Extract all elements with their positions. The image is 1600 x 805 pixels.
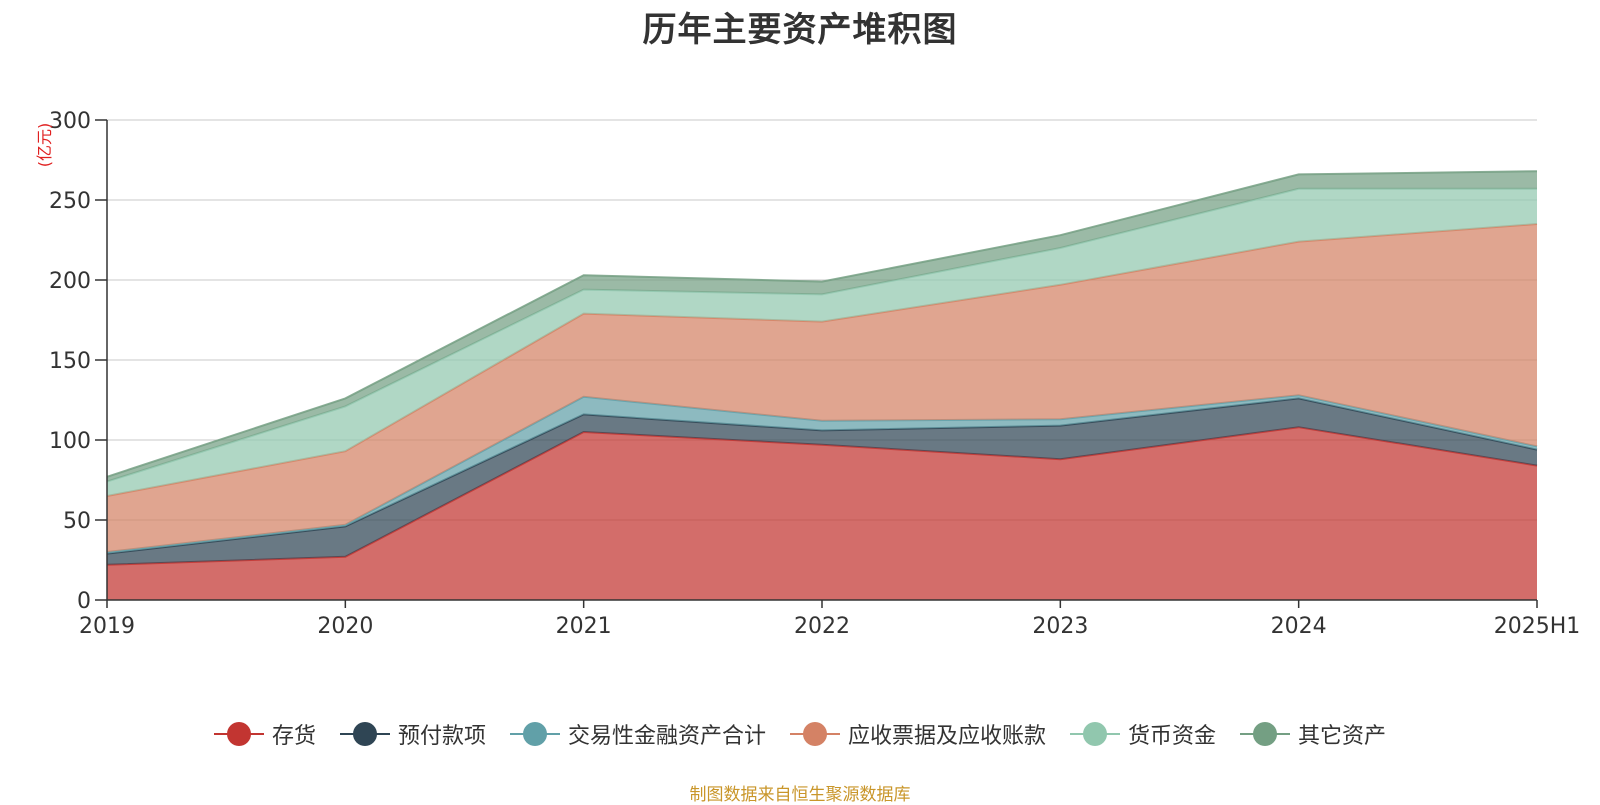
series-line-5 [106,170,1538,478]
legend-item-1[interactable]: 预付款项 [339,718,486,750]
y-tick-label: 150 [49,349,91,374]
series-area-4 [107,188,1537,497]
legend-label: 应收票据及应收账款 [848,724,1047,749]
x-tick-label: 2023 [1032,614,1088,639]
series-area-0 [107,427,1537,600]
x-tick-label: 2019 [79,614,135,639]
legend-label: 存货 [271,724,316,749]
legend-marker-icon [1240,722,1291,746]
y-tick-label: 250 [49,189,91,214]
legend-label: 货币资金 [1128,724,1217,749]
x-tick-label: 2021 [556,614,612,639]
legend-marker-icon [1070,722,1121,746]
data-source-note: 制图数据来自恒生聚源数据库 [689,785,911,805]
legend-marker-icon [213,722,264,746]
legend-label: 其它资产 [1298,724,1387,749]
y-tick-label: 300 [49,109,91,134]
series-area-2 [107,395,1537,554]
y-tick-label: 50 [63,509,91,534]
chart-legend: 存货 预付款项 交易性金融资产合计 应收票据及应收账款 货币资金 其它资产 [0,718,1600,750]
legend-item-5[interactable]: 其它资产 [1240,718,1386,750]
x-tick-label: 2020 [317,614,373,639]
x-tick-label: 2025H1 [1494,614,1581,639]
legend-item-3[interactable]: 应收票据及应收账款 [790,718,1046,750]
legend-item-0[interactable]: 存货 [213,718,316,750]
y-tick-label: 100 [49,429,91,454]
legend-label: 交易性金融资产合计 [567,724,766,749]
series-area-1 [107,398,1537,565]
legend-item-4[interactable]: 货币资金 [1070,718,1216,750]
legend-marker-icon [509,722,560,746]
legend-marker-icon [790,722,840,746]
x-tick-label: 2024 [1271,614,1327,639]
legend-marker-icon [339,722,390,746]
series-area-3 [107,224,1537,552]
legend-label: 预付款项 [397,724,486,749]
legend-item-2[interactable]: 交易性金融资产合计 [509,718,766,750]
y-tick-label: 200 [49,269,91,294]
y-unit-label: (亿元) [35,123,54,168]
y-tick-label: 0 [77,589,91,614]
chart-title: 历年主要资产堆积图 [642,10,958,50]
x-tick-label: 2022 [794,614,850,639]
